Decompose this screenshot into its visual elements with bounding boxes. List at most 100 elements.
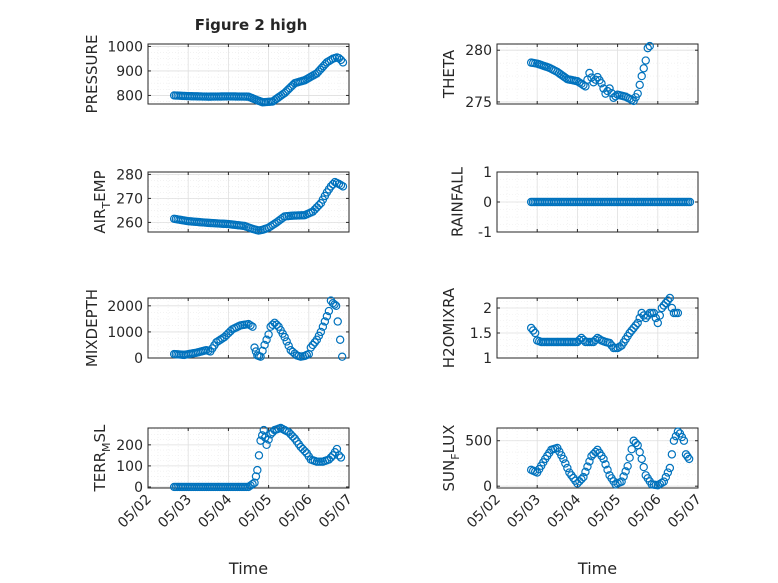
data-point — [288, 432, 297, 441]
data-point — [679, 436, 689, 445]
data-point — [599, 454, 608, 464]
data-point — [320, 317, 330, 326]
data-point — [591, 447, 600, 457]
data-point — [268, 320, 277, 329]
data-point — [328, 180, 338, 189]
data-point — [264, 330, 273, 339]
y-tick-label: 0 — [134, 351, 143, 367]
data-point — [621, 467, 630, 476]
series-markers — [169, 423, 346, 492]
data-point — [605, 338, 614, 348]
data-point — [246, 321, 255, 330]
data-point — [629, 323, 638, 333]
data-point — [258, 346, 267, 356]
axes-box — [496, 297, 699, 359]
data-point — [639, 462, 648, 472]
y-tick-label: 900 — [116, 64, 143, 80]
figure-title: Figure 2 high — [195, 16, 308, 34]
data-point — [661, 298, 671, 308]
data-point — [601, 89, 610, 98]
data-point — [635, 80, 644, 90]
data-point — [617, 477, 626, 486]
data-point — [308, 340, 318, 350]
data-point — [673, 427, 683, 436]
data-point — [657, 303, 667, 313]
data-point — [659, 301, 669, 310]
data-point — [579, 80, 588, 90]
data-point — [579, 472, 588, 482]
data-point — [655, 311, 665, 320]
data-point — [336, 55, 346, 65]
data-point — [645, 41, 654, 51]
data-point — [251, 472, 261, 481]
data-point — [667, 303, 677, 313]
data-point — [641, 56, 650, 65]
data-point — [330, 300, 339, 309]
y-axis-label: THETA — [440, 49, 458, 99]
subplot-5: 0 1000 2000 MIXDEPTH — [83, 289, 350, 367]
y-tick-label: 1000 — [107, 325, 143, 341]
subplot-2: 275 280 THETA — [440, 41, 699, 111]
data-point — [665, 293, 675, 303]
data-point — [314, 201, 324, 210]
x-axis-label: Time — [228, 559, 268, 578]
data-point — [637, 71, 646, 81]
data-point — [334, 451, 344, 460]
y-axis-label: PRESSURE — [83, 35, 101, 114]
data-point — [260, 340, 269, 350]
series-markers — [526, 197, 695, 207]
data-point — [559, 454, 568, 464]
y-tick-label: 280 — [116, 167, 143, 183]
data-point — [253, 465, 262, 475]
series-markers — [526, 293, 683, 353]
data-point — [627, 445, 636, 454]
data-point — [661, 472, 671, 482]
subplot-1: 800 900 1000 PRESSURE — [83, 35, 350, 114]
data-point — [248, 322, 257, 331]
data-point — [611, 92, 620, 101]
y-tick-label: 260 — [116, 215, 143, 231]
y-axis-label: TERRMSL — [91, 424, 113, 493]
data-point — [633, 318, 642, 328]
data-point — [585, 68, 594, 78]
data-point — [336, 453, 346, 462]
series-markers — [526, 41, 654, 106]
y-tick-label: 0 — [483, 195, 492, 211]
data-point — [591, 335, 600, 345]
data-point — [619, 472, 628, 481]
data-point — [563, 463, 572, 473]
data-point — [331, 301, 341, 311]
data-point — [338, 58, 348, 67]
data-point — [575, 335, 584, 345]
data-point — [254, 451, 264, 460]
data-point — [653, 318, 663, 328]
data-point — [306, 343, 316, 352]
data-point — [314, 331, 324, 341]
data-point — [335, 335, 345, 344]
data-point — [673, 308, 683, 318]
data-point — [278, 213, 287, 223]
y-tick-label: 1 — [483, 165, 492, 181]
data-point — [631, 438, 640, 448]
data-point — [250, 478, 259, 487]
data-point — [685, 197, 695, 207]
data-point — [272, 320, 281, 329]
y-tick-label: 280 — [465, 43, 492, 59]
data-point — [280, 332, 289, 342]
y-tick-label: 275 — [465, 95, 492, 111]
y-tick-label: 2 — [483, 301, 492, 317]
data-point — [663, 296, 673, 305]
data-point — [641, 313, 650, 323]
data-point — [605, 84, 614, 93]
data-point — [637, 454, 646, 464]
y-tick-label: 0 — [483, 479, 492, 495]
axes-box — [147, 171, 350, 233]
y-axis-label: H2OMIXRA — [440, 287, 458, 368]
y-axis-label: SUNFLUX — [440, 425, 462, 492]
data-point — [256, 352, 265, 361]
data-point — [581, 467, 590, 477]
axes-box — [496, 43, 699, 105]
data-point — [601, 460, 610, 469]
data-point — [336, 180, 346, 190]
